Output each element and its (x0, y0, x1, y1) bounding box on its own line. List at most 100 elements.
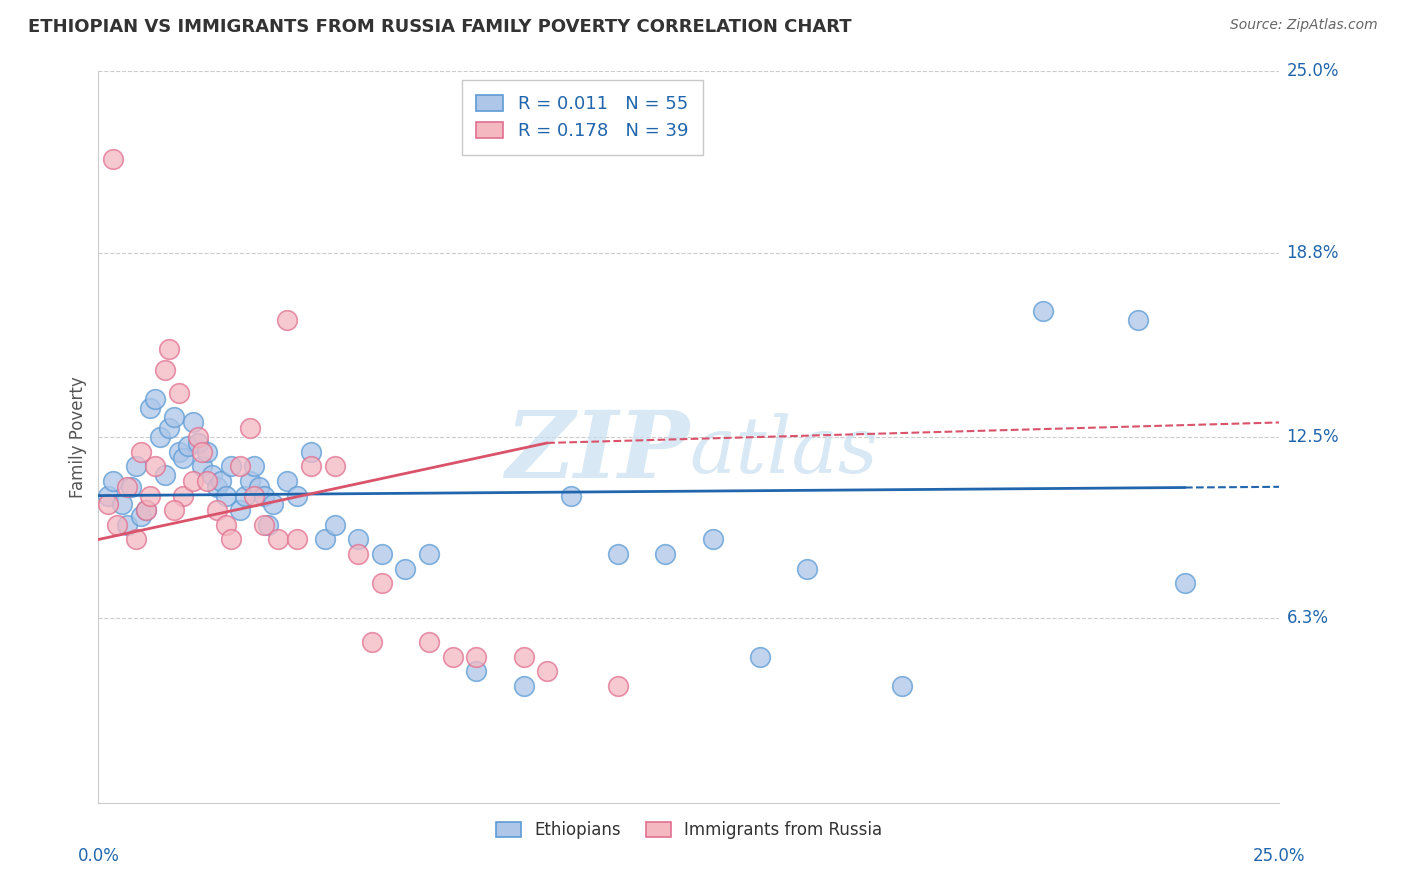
Point (139, 489, 162, 503)
Point (101, 474, 124, 488)
Point (796, 562, 818, 576)
Point (233, 489, 256, 503)
Point (163, 503, 186, 517)
Point (219, 459, 242, 474)
Point (1126, 313, 1149, 327)
Point (167, 386, 190, 401)
Point (191, 444, 214, 458)
Point (201, 468, 224, 483)
Point (135, 503, 157, 517)
Point (187, 436, 209, 450)
Point (607, 547, 630, 561)
Point (361, 635, 384, 649)
Point (163, 409, 186, 424)
Point (209, 474, 232, 488)
Text: 0.0%: 0.0% (77, 847, 120, 864)
Point (465, 664, 488, 678)
Point (299, 444, 322, 458)
Point (299, 459, 322, 474)
Point (167, 444, 190, 458)
Point (177, 439, 200, 453)
Point (607, 679, 630, 693)
Text: 25.0%: 25.0% (1253, 847, 1306, 864)
Point (371, 576, 394, 591)
Point (253, 489, 276, 503)
Point (205, 480, 228, 494)
Point (139, 401, 162, 415)
Point (285, 533, 308, 547)
Point (262, 497, 284, 511)
Point (257, 517, 280, 532)
Point (267, 533, 290, 547)
Text: ETHIOPIAN VS IMMIGRANTS FROM RUSSIA FAMILY POVERTY CORRELATION CHART: ETHIOPIAN VS IMMIGRANTS FROM RUSSIA FAMI… (28, 18, 852, 36)
Point (195, 474, 218, 488)
Point (465, 649, 488, 664)
Point (347, 547, 370, 561)
Point (143, 459, 166, 474)
Point (205, 503, 228, 517)
Point (181, 416, 204, 430)
Point (347, 533, 370, 547)
Point (229, 459, 252, 474)
Point (157, 343, 180, 357)
Point (172, 489, 194, 503)
Point (181, 474, 204, 488)
Text: 6.3%: 6.3% (1286, 609, 1329, 627)
Point (111, 497, 134, 511)
Point (702, 533, 724, 547)
Point (418, 547, 440, 561)
Point (441, 649, 464, 664)
Point (153, 468, 176, 483)
Point (276, 474, 298, 488)
Point (215, 517, 238, 532)
Point (748, 649, 770, 664)
Point (191, 459, 214, 474)
Point (97, 497, 120, 511)
Point (129, 444, 152, 458)
Point (512, 649, 534, 664)
Text: Source: ZipAtlas.com: Source: ZipAtlas.com (1230, 18, 1378, 32)
Point (97, 489, 120, 503)
Y-axis label: Family Poverty: Family Poverty (69, 376, 87, 498)
Point (1032, 304, 1054, 318)
Point (153, 363, 176, 377)
Point (195, 444, 218, 458)
Point (135, 503, 157, 517)
Point (243, 459, 266, 474)
Point (890, 679, 912, 693)
Point (101, 152, 124, 166)
Text: 25.0%: 25.0% (1286, 62, 1339, 80)
Point (654, 547, 676, 561)
Point (115, 480, 138, 494)
Point (121, 480, 143, 494)
Point (129, 509, 152, 524)
Point (105, 517, 128, 532)
Point (239, 421, 262, 435)
Point (143, 392, 166, 406)
Point (253, 517, 276, 532)
Point (125, 533, 148, 547)
Point (125, 459, 148, 474)
Point (219, 533, 242, 547)
Point (394, 562, 416, 576)
Point (247, 480, 270, 494)
Text: atlas: atlas (689, 414, 877, 490)
Point (323, 459, 346, 474)
Point (229, 503, 252, 517)
Point (323, 517, 346, 532)
Point (149, 430, 172, 444)
Point (418, 635, 440, 649)
Text: 18.8%: 18.8% (1286, 244, 1339, 261)
Point (187, 430, 209, 444)
Point (243, 489, 266, 503)
Point (560, 489, 582, 503)
Point (157, 421, 180, 435)
Point (512, 679, 534, 693)
Point (371, 547, 394, 561)
Point (172, 450, 194, 465)
Point (285, 489, 308, 503)
Text: ZIP: ZIP (505, 407, 689, 497)
Point (314, 533, 336, 547)
Text: 12.5%: 12.5% (1286, 428, 1339, 446)
Point (276, 313, 298, 327)
